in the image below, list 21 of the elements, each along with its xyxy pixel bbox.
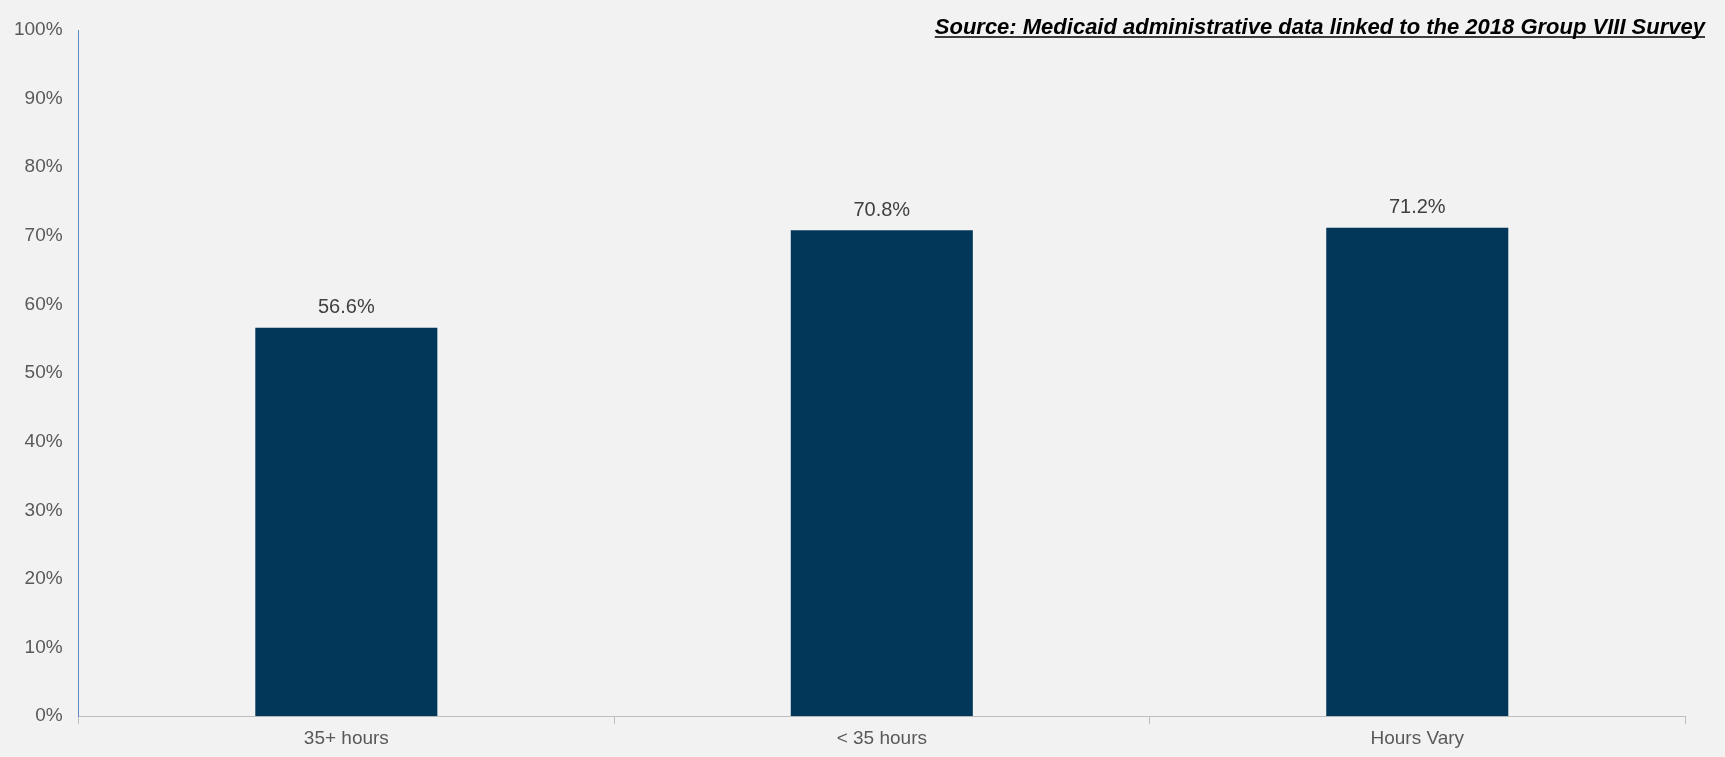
x-tick-label: Hours Vary [1370, 726, 1465, 748]
y-tick-label: 20% [24, 567, 63, 589]
bar [255, 327, 438, 717]
y-tick-label: 70% [24, 224, 63, 246]
data-label: 56.6% [317, 295, 375, 318]
y-tick-label: 60% [24, 292, 63, 314]
y-tick-label: 0% [35, 704, 63, 726]
data-label: 71.2% [1388, 195, 1446, 218]
y-tick-label: 80% [24, 155, 63, 177]
x-tick-label: < 35 hours [836, 726, 927, 748]
y-tick-label: 100% [13, 18, 63, 40]
y-tick-label: 30% [24, 498, 63, 520]
data-label: 70.8% [853, 197, 911, 220]
x-tick-label: 35+ hours [303, 726, 389, 748]
annotation: Source: Medicaid administrative data linked to the 2018 Group VIII Survey [934, 14, 1707, 39]
bar [790, 230, 973, 717]
y-tick-label: 50% [24, 361, 63, 383]
y-tick-label: 10% [24, 635, 63, 657]
y-tick-label: 40% [24, 429, 63, 451]
y-tick-label: 90% [24, 86, 63, 108]
bar [1326, 227, 1509, 717]
